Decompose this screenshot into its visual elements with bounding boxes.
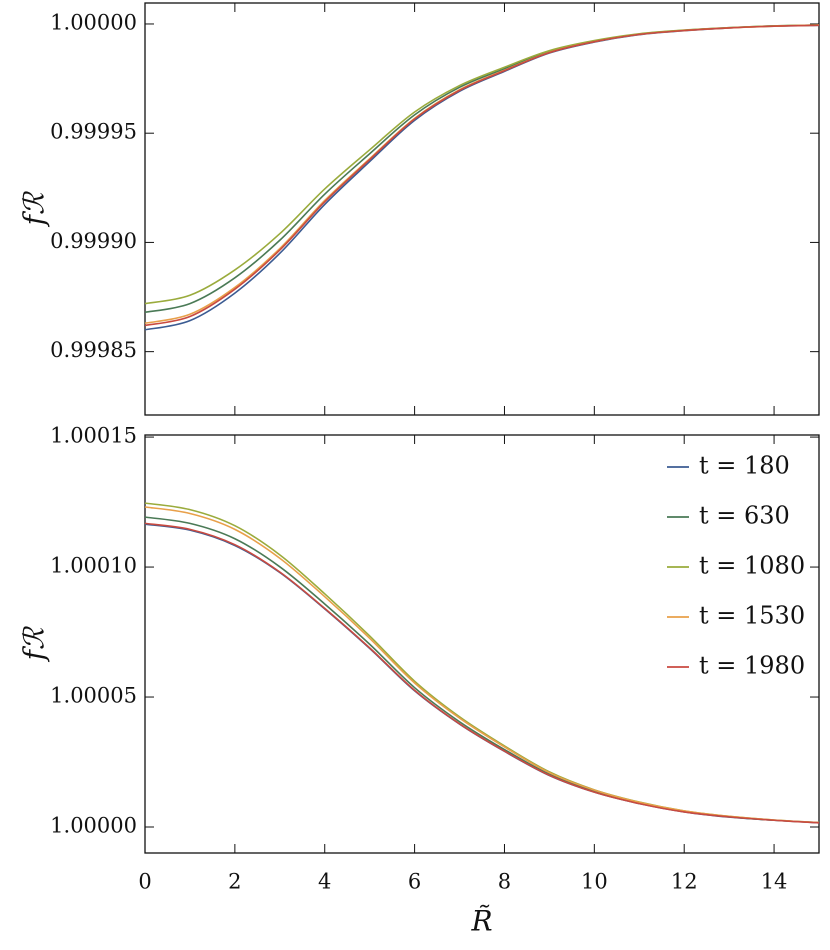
legend-label: t = 630 bbox=[699, 502, 790, 530]
series-line bbox=[144, 24, 820, 325]
x-tick-label: 2 bbox=[228, 870, 241, 894]
legend-label: t = 180 bbox=[699, 452, 790, 480]
x-axis-label: R̃ bbox=[470, 904, 492, 937]
x-tick-label: 14 bbox=[761, 870, 788, 894]
y-tick-label: 1.00010 bbox=[50, 554, 137, 578]
x-tick-label: 10 bbox=[581, 870, 608, 894]
y-tick-label: 1.00000 bbox=[50, 814, 137, 838]
series-line bbox=[144, 24, 820, 314]
x-tick-label: 0 bbox=[138, 870, 151, 894]
y-axis-label: fℛ bbox=[18, 191, 51, 227]
legend-label: t = 1980 bbox=[699, 652, 805, 680]
x-tick-label: 4 bbox=[318, 870, 331, 894]
series-line bbox=[144, 522, 820, 824]
y-tick-label: 0.99995 bbox=[50, 120, 137, 144]
series-line bbox=[144, 24, 820, 305]
series-line bbox=[144, 24, 820, 327]
x-tick-label: 8 bbox=[498, 870, 511, 894]
plot-frame bbox=[144, 434, 820, 854]
y-tick-label: 1.00015 bbox=[50, 424, 137, 448]
x-tick-label: 12 bbox=[671, 870, 698, 894]
legend-label: t = 1530 bbox=[699, 602, 805, 630]
legend-label: t = 1080 bbox=[699, 552, 805, 580]
x-tick-label: 6 bbox=[408, 870, 421, 894]
series-line bbox=[144, 24, 820, 331]
y-tick-label: 1.00005 bbox=[50, 684, 137, 708]
y-axis-label: fℛ bbox=[18, 626, 51, 662]
plot-frame bbox=[144, 2, 820, 416]
y-tick-label: 1.00000 bbox=[50, 10, 137, 34]
y-tick-label: 0.99985 bbox=[50, 338, 137, 362]
y-tick-label: 0.99990 bbox=[50, 229, 137, 253]
